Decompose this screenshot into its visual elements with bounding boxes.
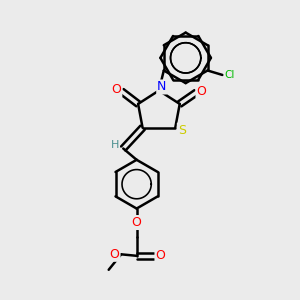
Text: S: S — [178, 124, 186, 136]
Text: O: O — [112, 83, 122, 97]
Text: O: O — [110, 248, 120, 261]
Text: Cl: Cl — [225, 70, 235, 80]
Text: N: N — [157, 80, 167, 94]
Text: H: H — [111, 140, 119, 150]
Text: O: O — [196, 85, 206, 98]
Text: O: O — [132, 216, 142, 229]
Text: O: O — [155, 249, 165, 262]
